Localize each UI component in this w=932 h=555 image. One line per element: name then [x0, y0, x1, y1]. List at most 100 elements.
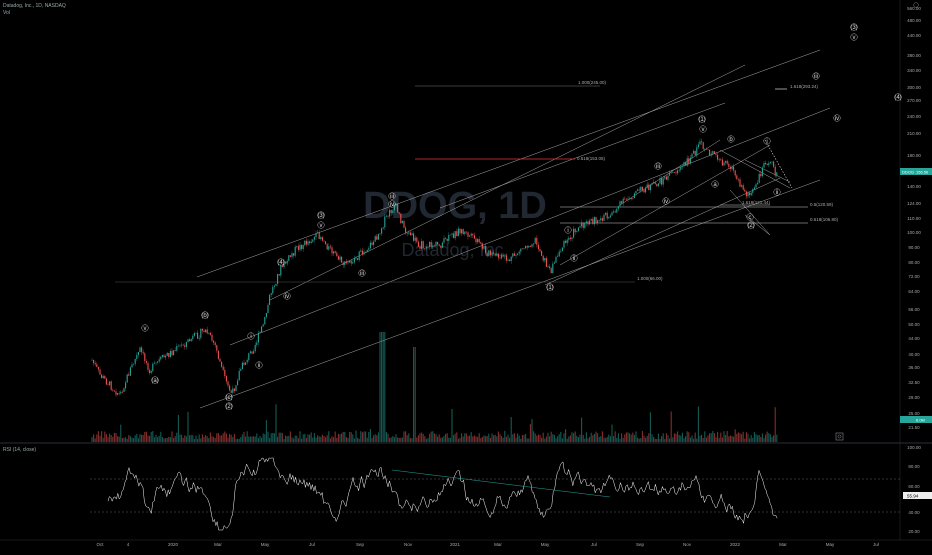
price-tick-label: 480.00: [907, 18, 921, 23]
volume-bar: [265, 420, 267, 442]
wave-label: (2): [747, 223, 754, 229]
volume-bar: [136, 433, 138, 442]
volume-bar: [184, 435, 186, 442]
candle-body: [334, 251, 336, 253]
volume-bar: [553, 435, 555, 442]
candle-body: [649, 184, 651, 191]
volume-bar: [657, 433, 659, 442]
candle-body: [142, 352, 144, 354]
wave-circle: [763, 137, 771, 145]
candle-body: [552, 263, 554, 274]
candle-body: [573, 228, 575, 238]
candle-body: [480, 242, 482, 244]
volume-bar: [408, 433, 410, 442]
candle-body: [459, 228, 461, 234]
volume-bar: [769, 434, 771, 442]
volume-bar: [251, 436, 253, 442]
volume-bar: [709, 433, 711, 442]
candle-body: [661, 178, 663, 185]
wave-circle: [317, 211, 325, 219]
candle-body: [405, 227, 407, 233]
price-tick-label: 21.50: [908, 425, 920, 430]
volume-bar: [227, 437, 229, 442]
volume-bar: [187, 411, 189, 442]
candle-body: [161, 355, 163, 357]
candle-body: [272, 286, 274, 294]
volume-bar: [718, 437, 720, 442]
candle-body: [553, 262, 555, 264]
price-axis[interactable]: 560.00 480.00 440.00 380.00 340.00 300.00 270.…: [907, 6, 921, 430]
volume-bar: [200, 438, 202, 442]
volume-bar: [541, 437, 543, 442]
volume-bar: [307, 434, 309, 442]
candle-body: [251, 351, 253, 354]
volume-bar: [139, 434, 141, 442]
candle-body: [478, 239, 480, 243]
volume-bar: [555, 438, 557, 442]
gear-icon[interactable]: [835, 432, 844, 441]
rsi-axis[interactable]: 100.00 80.00 60.00 40.00 20.00: [907, 445, 921, 534]
candle-body: [381, 228, 383, 234]
volume-bar: [429, 433, 431, 442]
candle-body: [377, 233, 379, 240]
candle-body: [421, 241, 423, 249]
dotted-projection: [764, 139, 793, 189]
candle-body: [483, 246, 485, 249]
volume-bar: [131, 437, 133, 442]
fib-levels[interactable]: 1.000(245.00) 0.618(153.05) 1.618(293.24) 0…: [115, 80, 839, 283]
candle-body: [429, 241, 431, 247]
candle-body: [742, 185, 744, 190]
wave-label: (c): [226, 395, 233, 401]
channel-line: [729, 189, 771, 236]
volume-bar: [512, 434, 514, 442]
candle-body: [425, 246, 427, 249]
volume-bar: [659, 438, 661, 442]
candle-body: [301, 244, 303, 250]
channel-line: [199, 179, 821, 409]
volume-bar: [190, 434, 192, 442]
time-axis[interactable]: Oct 4 2020 Mar May Jul Sep Nov 2021 Mar May Jul Sep N…: [96, 542, 878, 547]
rsi-legend[interactable]: RSI (14, close): [3, 447, 36, 454]
volume-bar: [134, 435, 136, 442]
price-tick-label: 560.00: [907, 6, 921, 11]
candle-body: [357, 258, 359, 260]
candle-body: [557, 256, 559, 257]
time-tick-label: Mar: [779, 542, 787, 547]
candle-body: [485, 246, 487, 254]
watermark-company: Datadog, Inc.: [401, 240, 508, 260]
candle-body: [249, 351, 251, 354]
candle-body: [469, 235, 471, 237]
candle-body: [496, 253, 498, 256]
candle-body: [193, 333, 195, 336]
top-right-icon[interactable]: [913, 2, 919, 8]
wave-circle: [225, 393, 233, 401]
volume-bar: [669, 438, 671, 442]
volume-bar: [717, 431, 719, 442]
candle-body: [536, 237, 538, 245]
candle-body: [331, 247, 333, 254]
price-candles: [91, 138, 778, 398]
volume-legend[interactable]: Vol: [3, 10, 10, 16]
candle-body: [349, 260, 351, 263]
candle-body: [608, 217, 610, 219]
volume-bar: [494, 434, 496, 442]
wave-label: ii: [776, 190, 779, 196]
volume-bar: [497, 431, 499, 442]
volume-bar: [699, 435, 701, 442]
volume-bar: [345, 437, 347, 442]
symbol-title[interactable]: Datadog, Inc., 1D, NASDAQ: [3, 3, 66, 9]
volume-bar: [744, 438, 746, 442]
volume-bar: [249, 436, 251, 442]
volume-bar: [197, 438, 199, 442]
wave-circle: [894, 93, 902, 101]
candle-body: [105, 378, 107, 385]
volume-bar: [299, 431, 301, 442]
volume-bar: [400, 437, 402, 442]
volume-bar: [694, 432, 696, 442]
candle-body: [155, 362, 157, 364]
candle-body: [369, 242, 371, 249]
candle-body: [643, 190, 645, 193]
